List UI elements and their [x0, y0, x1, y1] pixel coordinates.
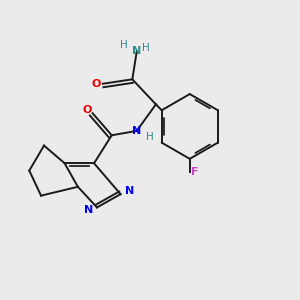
Text: H: H [142, 44, 150, 53]
Text: H: H [146, 132, 154, 142]
Text: F: F [191, 167, 199, 177]
Text: O: O [92, 79, 101, 89]
Text: H: H [120, 40, 128, 50]
Text: N: N [84, 206, 93, 215]
Text: O: O [82, 105, 92, 115]
Text: N: N [132, 46, 141, 56]
Text: N: N [125, 186, 134, 196]
Text: N: N [132, 126, 141, 136]
